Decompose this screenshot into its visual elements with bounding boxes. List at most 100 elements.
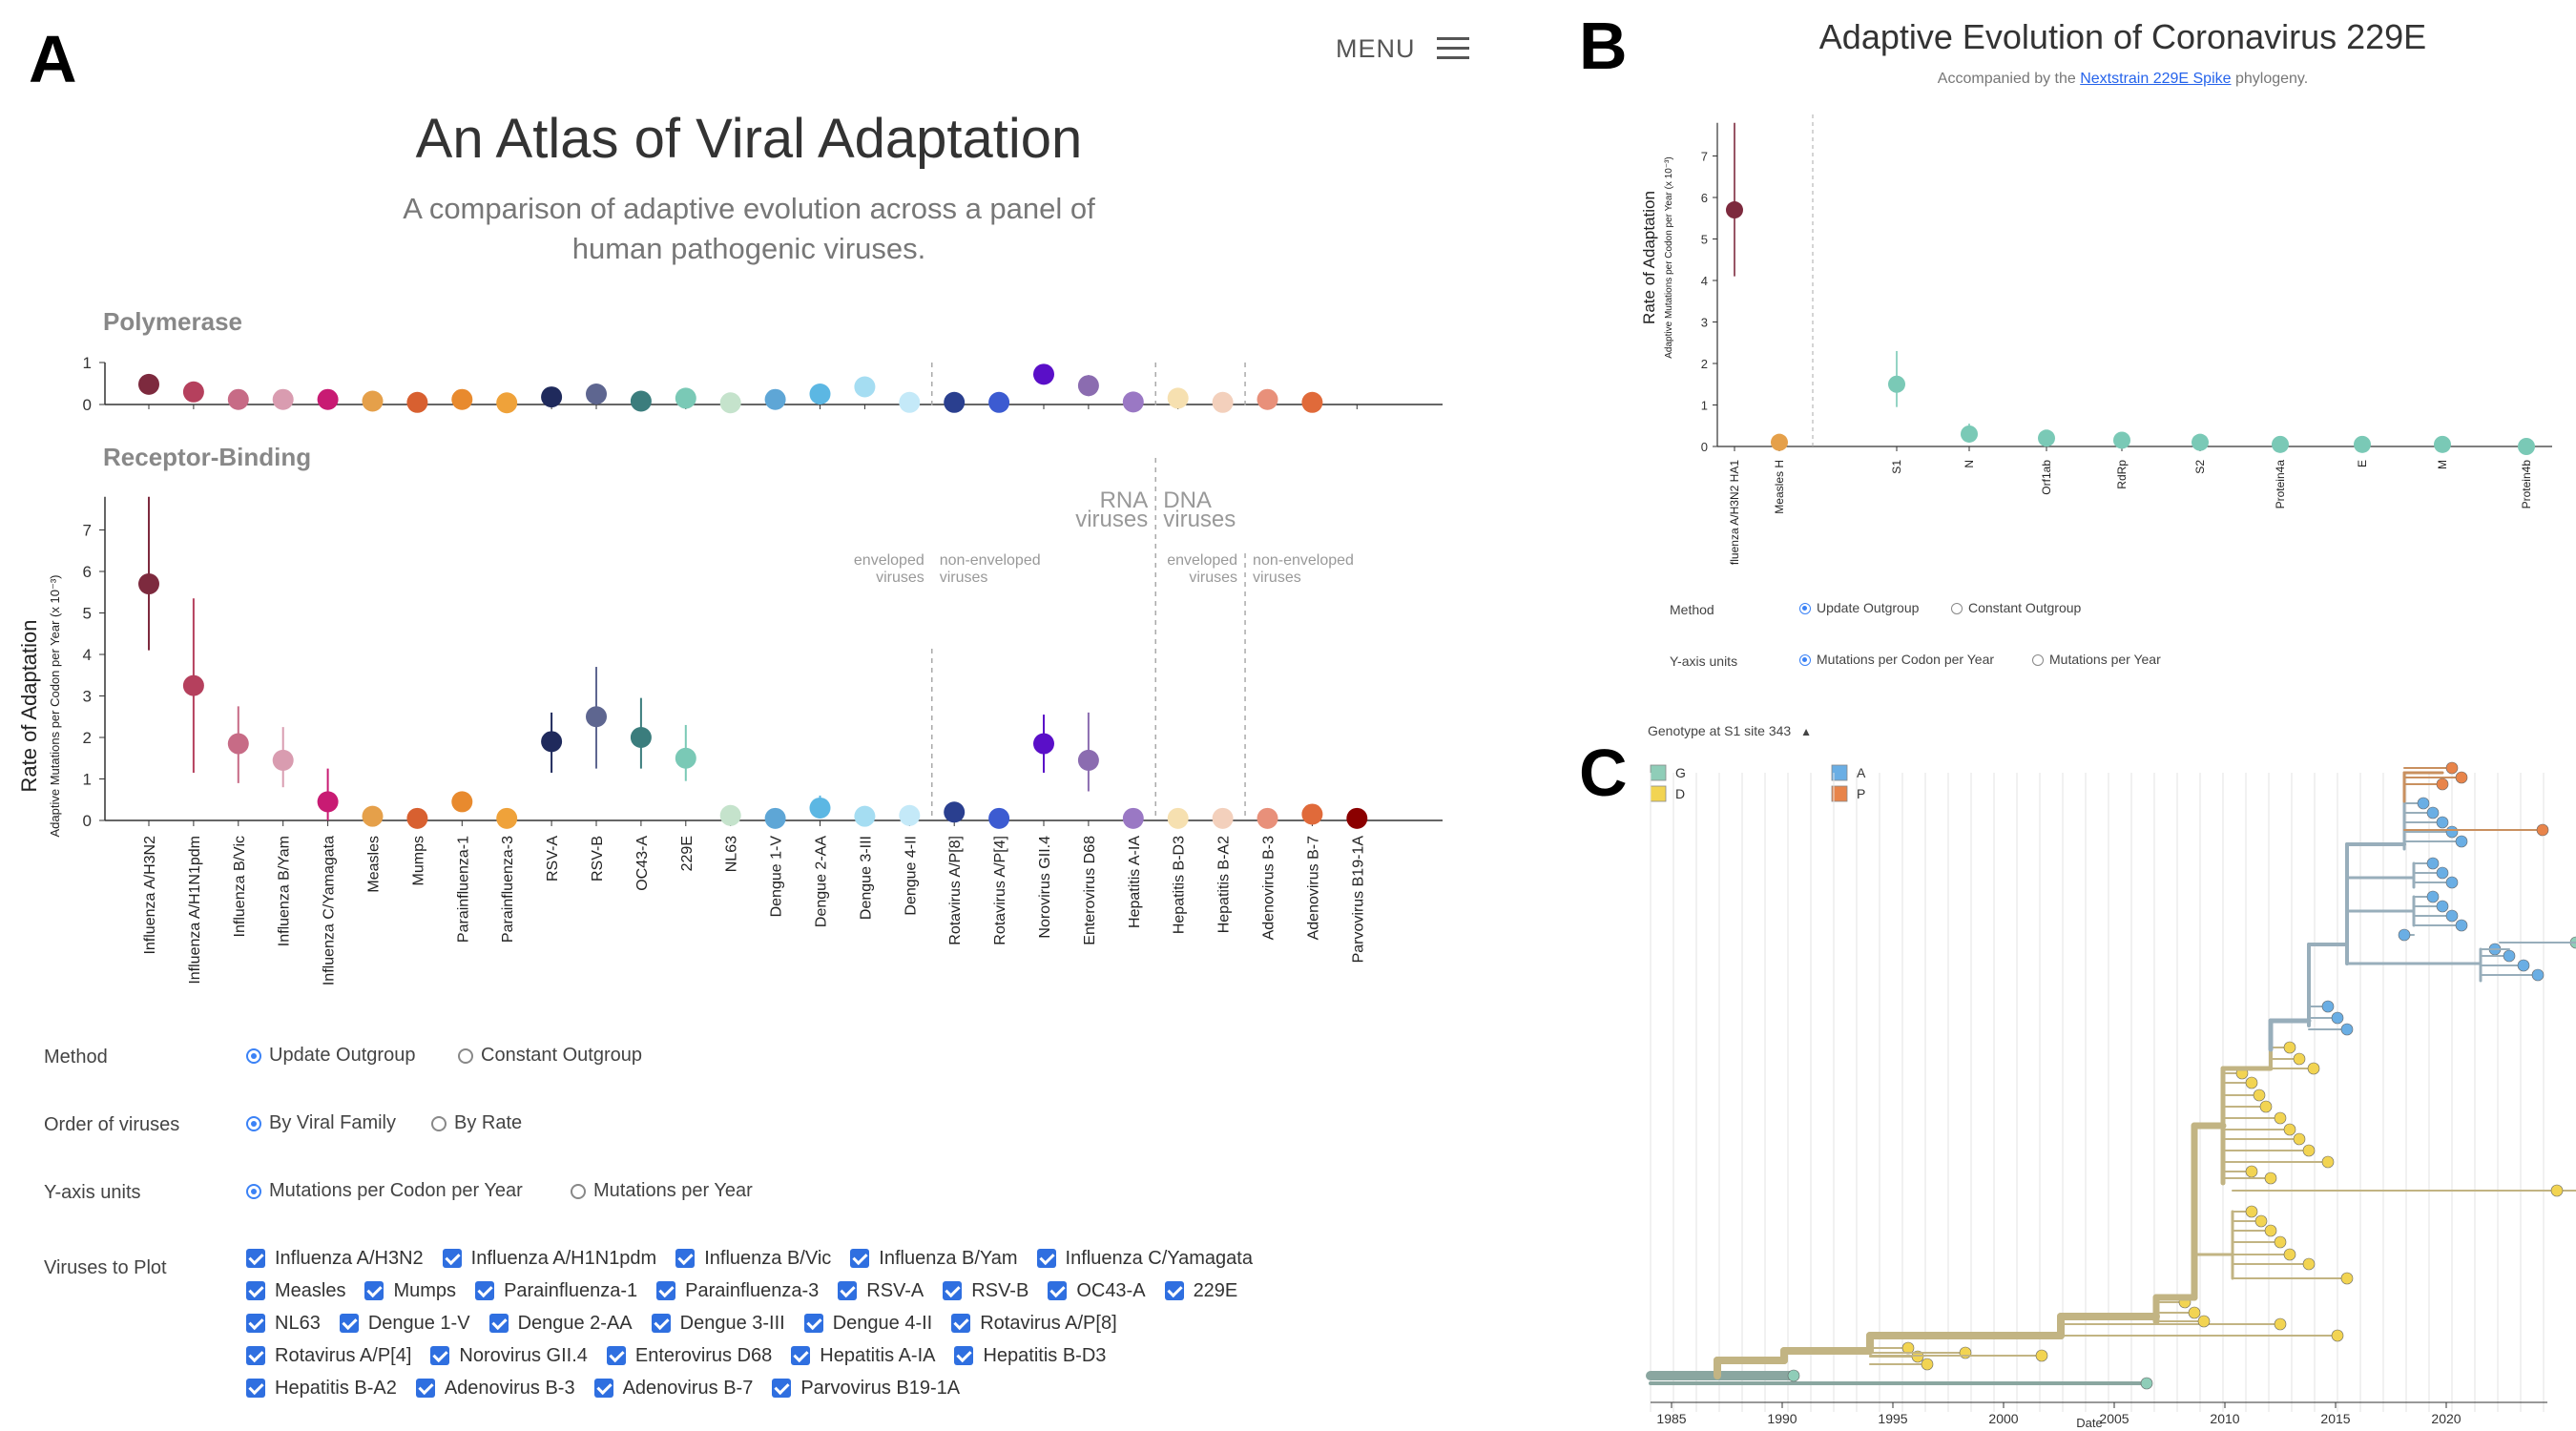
receptor-point[interactable]: [541, 731, 563, 753]
tree-tip[interactable]: [2455, 771, 2468, 784]
virus-checkbox[interactable]: Mumps: [364, 1280, 456, 1302]
polymerase-point[interactable]: [630, 390, 652, 412]
virus-checkbox[interactable]: Hepatitis B-A2: [246, 1378, 397, 1400]
virus-checkbox[interactable]: Influenza C/Yamagata: [1036, 1248, 1253, 1270]
panel-b-yunits-codon[interactable]: Mutations per Codon per Year: [1799, 652, 1994, 667]
tree-tip[interactable]: [2426, 890, 2440, 903]
virus-checkbox[interactable]: Dengue 2-AA: [488, 1313, 633, 1335]
receptor-point[interactable]: [138, 573, 159, 595]
receptor-point[interactable]: [1122, 807, 1144, 829]
polymerase-point[interactable]: [182, 381, 204, 403]
tree-tip[interactable]: [2321, 1000, 2335, 1013]
receptor-point[interactable]: [1212, 807, 1234, 829]
virus-checkbox[interactable]: Influenza B/Vic: [675, 1248, 831, 1270]
polymerase-point[interactable]: [586, 384, 607, 404]
tree-tip[interactable]: [2274, 1317, 2287, 1331]
tree-tip[interactable]: [2436, 866, 2449, 880]
virus-checkbox[interactable]: Parvovirus B19-1A: [772, 1378, 960, 1400]
tree-tip[interactable]: [2283, 1248, 2296, 1261]
tree-tip[interactable]: [2264, 1172, 2277, 1185]
receptor-point[interactable]: [227, 733, 249, 755]
cov-point[interactable]: [1888, 375, 1905, 393]
tree-tip[interactable]: [2245, 1205, 2258, 1218]
tree-tip[interactable]: [2264, 1224, 2277, 1237]
tree-tip[interactable]: [2426, 806, 2440, 819]
panel-b-method-update[interactable]: Update Outgroup: [1799, 600, 1919, 615]
virus-checkbox[interactable]: Influenza B/Yam: [850, 1248, 1018, 1270]
panel-b-method-constant[interactable]: Constant Outgroup: [1951, 600, 2081, 615]
tree-tip[interactable]: [2445, 761, 2459, 775]
tree-tip[interactable]: [2436, 778, 2449, 791]
cov-point[interactable]: [2354, 435, 2371, 453]
polymerase-point[interactable]: [451, 388, 473, 410]
tree-tip[interactable]: [2283, 1041, 2296, 1054]
receptor-point[interactable]: [1033, 733, 1054, 755]
receptor-point[interactable]: [451, 791, 473, 813]
method-option-constant[interactable]: Constant Outgroup: [458, 1045, 642, 1067]
polymerase-point[interactable]: [899, 391, 921, 413]
virus-checkbox[interactable]: Influenza A/H1N1pdm: [442, 1248, 656, 1270]
tree-tip[interactable]: [2321, 1155, 2335, 1169]
virus-checkbox[interactable]: 229E: [1164, 1280, 1237, 1302]
receptor-point[interactable]: [944, 801, 966, 823]
polymerase-point[interactable]: [496, 392, 518, 414]
receptor-point[interactable]: [272, 749, 294, 771]
polymerase-point[interactable]: [138, 373, 159, 395]
virus-checkbox[interactable]: Adenovirus B-3: [415, 1378, 575, 1400]
polymerase-point[interactable]: [944, 391, 966, 413]
order-option-family[interactable]: By Viral Family: [246, 1112, 396, 1134]
tree-tip[interactable]: [2302, 1257, 2316, 1271]
tree-tip[interactable]: [2307, 1062, 2320, 1075]
polymerase-point[interactable]: [764, 388, 786, 410]
cov-point[interactable]: [2038, 429, 2055, 447]
virus-checkbox[interactable]: Rotavirus A/P[8]: [951, 1313, 1117, 1335]
receptor-point[interactable]: [988, 807, 1010, 829]
tree-tip[interactable]: [2197, 1315, 2211, 1328]
receptor-point[interactable]: [809, 797, 831, 819]
tree-tip[interactable]: [2436, 900, 2449, 913]
receptor-point[interactable]: [496, 807, 518, 829]
tree-tip[interactable]: [2140, 1377, 2153, 1390]
virus-checkbox[interactable]: Dengue 3-III: [651, 1313, 785, 1335]
tree-tip[interactable]: [2293, 1052, 2306, 1066]
tree-tip[interactable]: [2035, 1349, 2048, 1362]
tree-tip[interactable]: [2445, 876, 2459, 889]
receptor-point[interactable]: [182, 674, 204, 696]
receptor-point[interactable]: [1077, 749, 1099, 771]
tree-tip[interactable]: [2274, 1235, 2287, 1249]
polymerase-point[interactable]: [675, 387, 696, 409]
cov-point[interactable]: [2518, 438, 2535, 455]
receptor-point[interactable]: [764, 807, 786, 829]
tree-tip[interactable]: [1787, 1369, 1800, 1382]
receptor-point[interactable]: [586, 706, 607, 728]
virus-checkbox[interactable]: Adenovirus B-7: [593, 1378, 753, 1400]
polymerase-point[interactable]: [317, 388, 339, 410]
tree-tip[interactable]: [2517, 959, 2530, 972]
polymerase-point[interactable]: [406, 391, 428, 413]
virus-checkbox[interactable]: RSV-A: [838, 1280, 924, 1302]
cov-point[interactable]: [2192, 433, 2209, 451]
tree-tip[interactable]: [2436, 816, 2449, 829]
tree-tip[interactable]: [2455, 835, 2468, 848]
receptor-point[interactable]: [1257, 807, 1278, 829]
receptor-point[interactable]: [630, 727, 652, 748]
nextstrain-link[interactable]: Nextstrain 229E Spike: [2080, 71, 2232, 87]
yunits-option-codon[interactable]: Mutations per Codon per Year: [246, 1180, 523, 1202]
receptor-point[interactable]: [1167, 807, 1189, 829]
tree-tip[interactable]: [2293, 1132, 2306, 1146]
tree-tip[interactable]: [1959, 1346, 1972, 1359]
tree-tip[interactable]: [2445, 909, 2459, 923]
method-option-update[interactable]: Update Outgroup: [246, 1045, 415, 1067]
virus-checkbox[interactable]: Dengue 1-V: [339, 1313, 470, 1335]
tree-tip[interactable]: [2302, 1144, 2316, 1157]
tree-tip[interactable]: [2331, 1329, 2344, 1342]
polymerase-point[interactable]: [1301, 391, 1323, 413]
polymerase-point[interactable]: [1167, 387, 1189, 409]
tree-tip[interactable]: [1921, 1358, 1934, 1371]
tree-tip[interactable]: [2455, 919, 2468, 932]
virus-checkbox[interactable]: Enterovirus D68: [606, 1345, 772, 1367]
tree-tip[interactable]: [2340, 1272, 2354, 1285]
virus-checkbox[interactable]: Hepatitis A-IA: [791, 1345, 935, 1367]
order-option-rate[interactable]: By Rate: [431, 1112, 522, 1134]
tree-tip[interactable]: [2259, 1100, 2273, 1113]
